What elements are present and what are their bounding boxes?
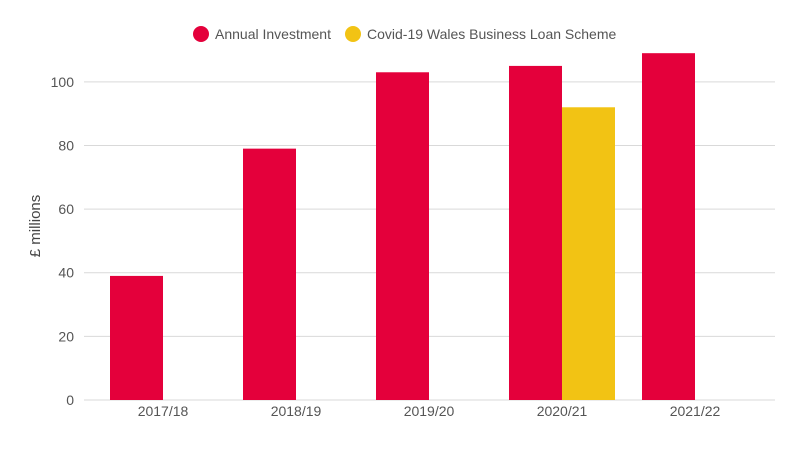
x-tick-label: 2017/18 [138,403,189,419]
x-tick-label: 2019/20 [404,403,455,419]
x-axis-ticks: 2017/18 2018/19 2019/20 2020/21 2021/22 [138,403,721,419]
bar-annual-investment [110,275,163,400]
x-tick-label: 2020/21 [537,403,588,419]
y-tick-label: 60 [58,201,74,217]
bar-annual-investment [243,148,296,400]
x-tick-label: 2021/22 [670,403,721,419]
bar-annual-investment [376,72,429,400]
bars [110,53,695,400]
y-axis-title: £ millions [27,195,44,258]
bar-annual-investment [509,65,562,400]
y-axis-ticks: 0 20 40 60 80 100 [51,74,75,408]
y-tick-label: 100 [51,74,75,90]
y-tick-label: 80 [58,137,74,153]
y-tick-label: 20 [58,328,74,344]
legend-swatch [193,26,209,42]
x-tick-label: 2018/19 [271,403,322,419]
y-tick-label: 0 [66,392,74,408]
legend-label: Covid-19 Wales Business Loan Scheme [367,26,616,42]
legend-swatch [345,26,361,42]
legend-label: Annual Investment [215,26,331,42]
legend: Annual Investment Covid-19 Wales Business… [193,26,616,42]
bar-annual-investment [642,53,695,400]
bar-covid-loan-scheme [562,107,615,400]
y-tick-label: 40 [58,265,74,281]
